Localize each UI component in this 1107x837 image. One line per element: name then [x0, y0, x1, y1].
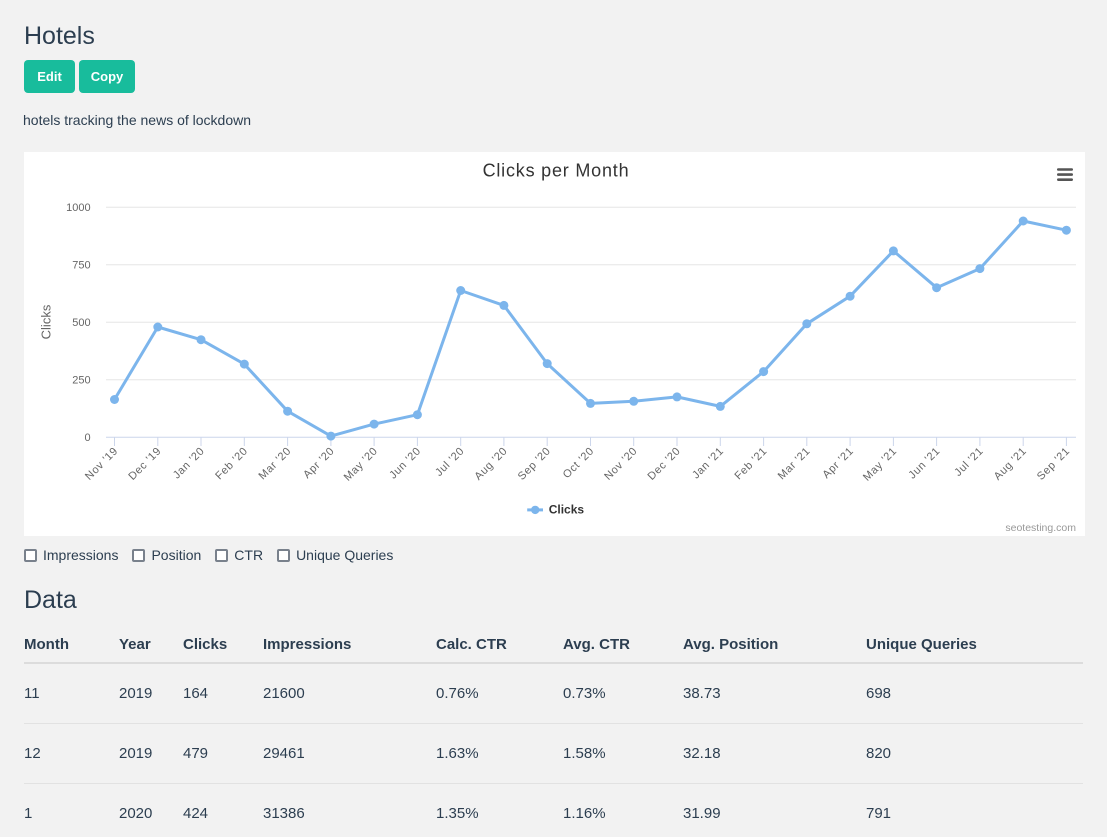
- svg-text:500: 500: [72, 317, 90, 329]
- svg-text:0: 0: [84, 432, 90, 444]
- svg-text:Clicks per Month: Clicks per Month: [483, 161, 630, 181]
- svg-text:1000: 1000: [66, 202, 90, 214]
- svg-text:Clicks: Clicks: [39, 304, 54, 339]
- svg-text:Clicks: Clicks: [549, 502, 585, 516]
- svg-text:seotesting.com: seotesting.com: [1005, 522, 1076, 534]
- svg-text:250: 250: [72, 375, 90, 387]
- svg-text:750: 750: [72, 260, 90, 272]
